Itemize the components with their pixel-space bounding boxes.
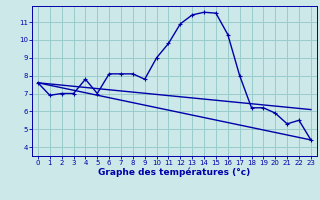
X-axis label: Graphe des températures (°c): Graphe des températures (°c)	[98, 168, 251, 177]
